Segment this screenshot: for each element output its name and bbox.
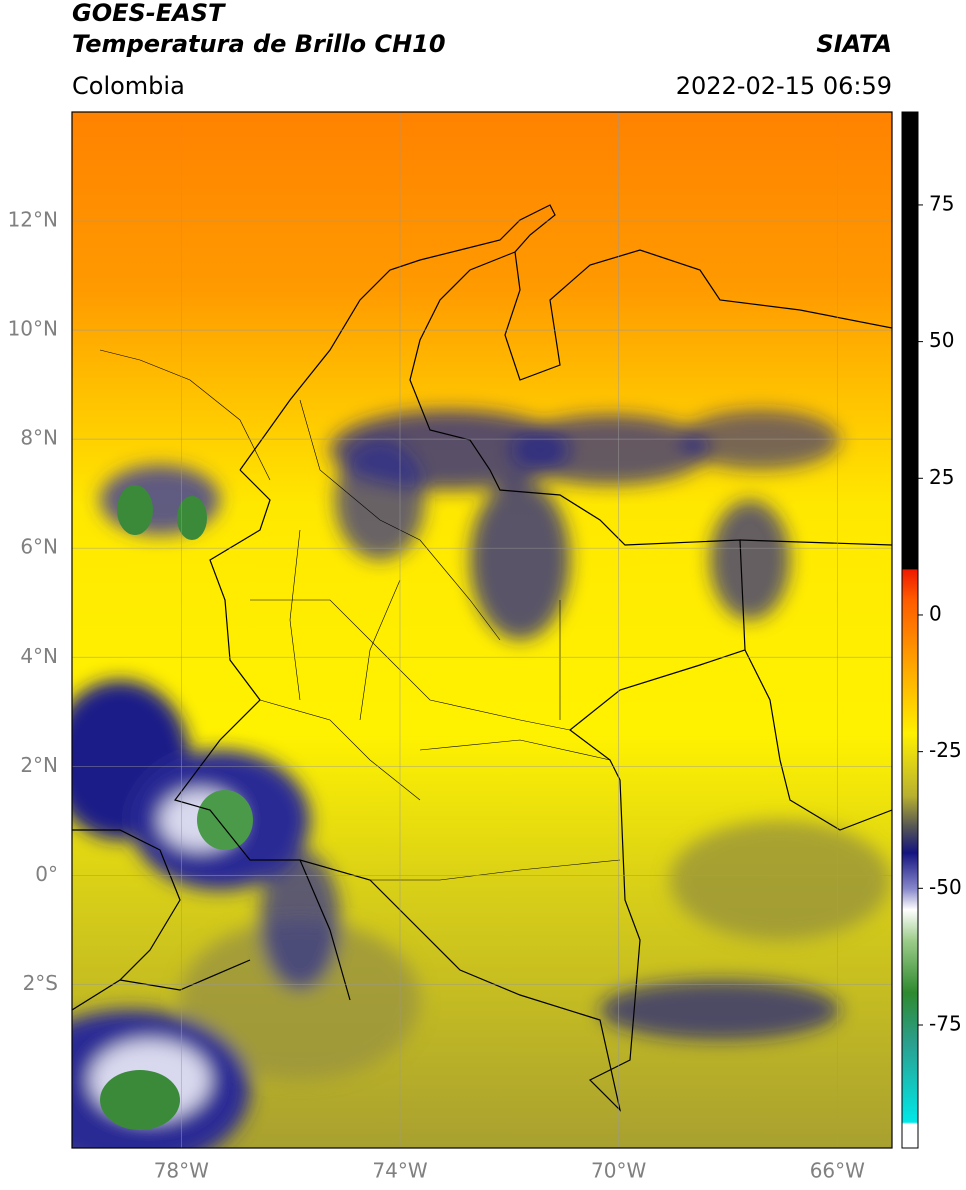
source: SIATA [816,30,892,58]
lat-tick-label: 8°N [20,426,58,450]
map-frame [71,111,893,1149]
colorbar-tick-label: 0 [929,601,942,625]
datetime: 2022-02-15 06:59 [676,72,892,100]
lat-tick-label: 4°N [20,644,58,668]
colorbar [901,111,919,1149]
graticule [72,112,892,1148]
colorbar-tick-label: 75 [929,191,954,215]
colorbar-tick-label: 25 [929,465,954,489]
lon-tick-label: 78°W [154,1159,209,1183]
region: Colombia [72,72,185,100]
lon-tick-label: 66°W [810,1159,865,1183]
lon-tick-label: 70°W [591,1159,646,1183]
lat-tick-label: 6°N [20,535,58,559]
lat-tick-label: 2°N [20,753,58,777]
lat-tick-label: 12°N [8,208,58,232]
colorbar-tick-label: -25 [929,738,962,762]
lat-tick-label: 10°N [8,317,58,341]
title-line1: GOES-EAST [72,0,226,27]
colorbar-tick-label: -50 [929,875,962,899]
lat-tick-label: 0° [35,862,58,886]
lon-tick-label: 74°W [372,1159,427,1183]
colorbar-tick-label: -75 [929,1011,962,1035]
colorbar-tick-label: 50 [929,328,954,352]
satellite-image [72,112,892,1148]
lat-tick-label: 2°S [23,971,58,995]
title-line2: Temperatura de Brillo CH10 [72,30,446,58]
